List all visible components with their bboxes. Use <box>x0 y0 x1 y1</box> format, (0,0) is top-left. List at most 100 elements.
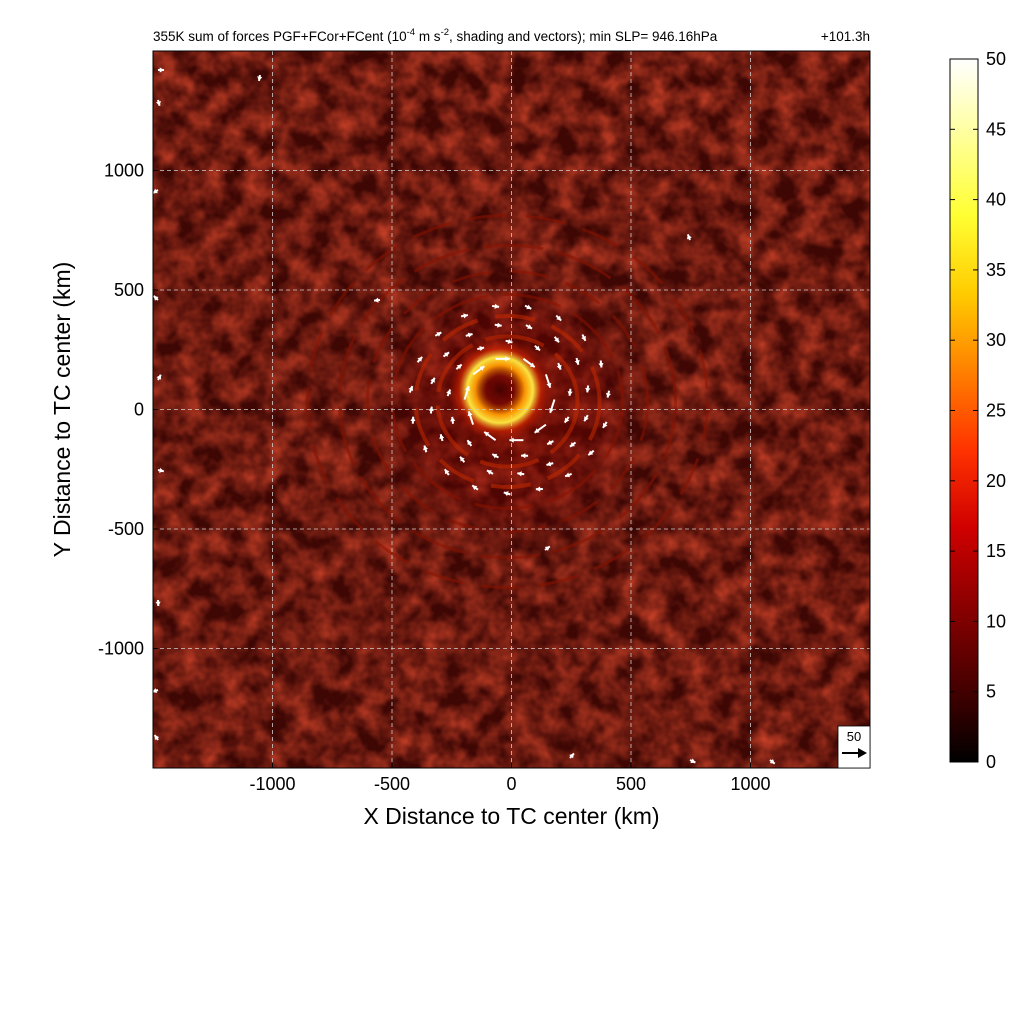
force-vector <box>533 423 547 434</box>
force-vector-head <box>444 469 450 475</box>
x-tick-label: -500 <box>374 774 410 794</box>
force-vector <box>598 360 604 368</box>
force-vector-head <box>546 461 552 467</box>
force-vector-head <box>156 374 162 380</box>
grid-lines <box>153 51 870 768</box>
force-vector <box>569 752 575 759</box>
force-vector <box>158 67 164 73</box>
spiral-ring <box>391 293 624 510</box>
force-vector-head <box>598 362 604 368</box>
force-vector <box>585 385 591 393</box>
force-vector-head <box>374 297 379 303</box>
reference-vector-label: 50 <box>847 729 861 744</box>
force-vector-head <box>417 356 423 362</box>
force-vector-head <box>450 416 456 422</box>
colorbar-tick-label: 35 <box>986 260 1006 280</box>
force-vector <box>410 416 416 424</box>
force-vector <box>156 374 162 381</box>
force-vector-head <box>517 471 522 477</box>
force-vector <box>555 314 562 322</box>
force-vector <box>505 338 513 344</box>
title-middle: m s <box>415 29 441 44</box>
chart-title: 355K sum of forces PGF+FCor+FCent (10-4 … <box>153 27 718 44</box>
force-vector-head <box>544 546 550 552</box>
force-vector-head <box>569 753 574 759</box>
force-vector <box>583 414 589 422</box>
force-vector-head <box>436 332 442 337</box>
force-vectors <box>153 67 776 765</box>
force-vector <box>517 471 525 477</box>
force-vector-head <box>529 362 535 368</box>
y-tick-label: 0 <box>134 400 144 420</box>
title-prefix: 355K sum of forces PGF+FCor+FCent (10 <box>153 29 407 44</box>
colorbar: 0 5 10 15 20 25 30 35 40 45 50 <box>949 49 1006 772</box>
force-vector-head <box>153 688 158 693</box>
y-axis-ticks: -1000 -500 0 500 1000 <box>98 161 158 659</box>
force-vector-head <box>486 470 492 475</box>
force-vector-head <box>460 456 465 462</box>
force-vector-head <box>686 234 692 240</box>
force-vector-head <box>155 601 161 606</box>
force-vector-head <box>564 417 570 423</box>
force-vector <box>602 421 608 429</box>
force-vector-head <box>769 759 775 764</box>
force-vector-head <box>153 295 159 301</box>
force-vector-head <box>465 386 470 392</box>
colorbar-tick-label: 40 <box>986 190 1006 210</box>
colorbar-tick-label: 30 <box>986 330 1006 350</box>
colorbar-tick-label: 25 <box>986 401 1006 421</box>
force-vector <box>416 356 423 363</box>
force-vector <box>769 759 776 765</box>
force-vector-head <box>159 467 164 473</box>
force-vector-head <box>521 453 526 459</box>
colorbar-tick-label: 0 <box>986 752 996 772</box>
force-vector-head <box>423 445 429 451</box>
force-vector <box>439 434 445 442</box>
force-vector-head <box>556 364 562 370</box>
force-vector-head <box>456 364 462 370</box>
force-vector-head <box>497 322 502 328</box>
force-vector-head <box>155 100 161 106</box>
force-vector <box>430 377 436 385</box>
force-vector <box>373 297 381 303</box>
force-vector <box>459 456 466 463</box>
force-vector <box>569 441 577 448</box>
force-vector-head <box>154 735 160 741</box>
y-axis-label: Y Distance to TC center (km) <box>49 262 75 558</box>
force-vector-head <box>527 324 533 329</box>
force-vector-head <box>509 437 514 443</box>
force-vector <box>544 545 551 552</box>
force-vector <box>524 304 532 310</box>
x-tick-label: 1000 <box>730 774 770 794</box>
reference-vector-arrowhead <box>858 748 867 758</box>
force-vector <box>467 411 475 425</box>
force-vector-head <box>153 188 158 194</box>
force-vector-head <box>534 428 540 433</box>
force-vector-head <box>584 416 589 422</box>
force-vector <box>460 313 469 319</box>
colorbar-tick-label: 10 <box>986 611 1006 631</box>
force-vector <box>581 334 587 342</box>
force-vector <box>509 437 524 443</box>
y-tick-label: 500 <box>114 280 144 300</box>
spiral-ring <box>366 269 649 534</box>
force-vector-head <box>484 431 490 437</box>
force-vector <box>689 758 696 764</box>
force-vector <box>544 374 552 388</box>
force-vector-head <box>446 389 451 395</box>
force-vector <box>472 365 486 376</box>
force-vector <box>465 332 473 338</box>
force-vector <box>567 388 573 396</box>
force-vector <box>686 234 692 241</box>
force-vector <box>155 599 161 607</box>
force-vector-head <box>159 67 164 73</box>
force-vector <box>483 431 497 441</box>
force-vector <box>587 449 595 456</box>
force-vector <box>153 188 159 194</box>
spiral-rings <box>306 214 709 589</box>
x-tick-label: 0 <box>506 774 516 794</box>
force-vector <box>455 363 463 370</box>
force-vector-head <box>602 422 608 428</box>
y-tick-label: 1000 <box>104 161 144 181</box>
force-vector-head <box>463 313 468 319</box>
